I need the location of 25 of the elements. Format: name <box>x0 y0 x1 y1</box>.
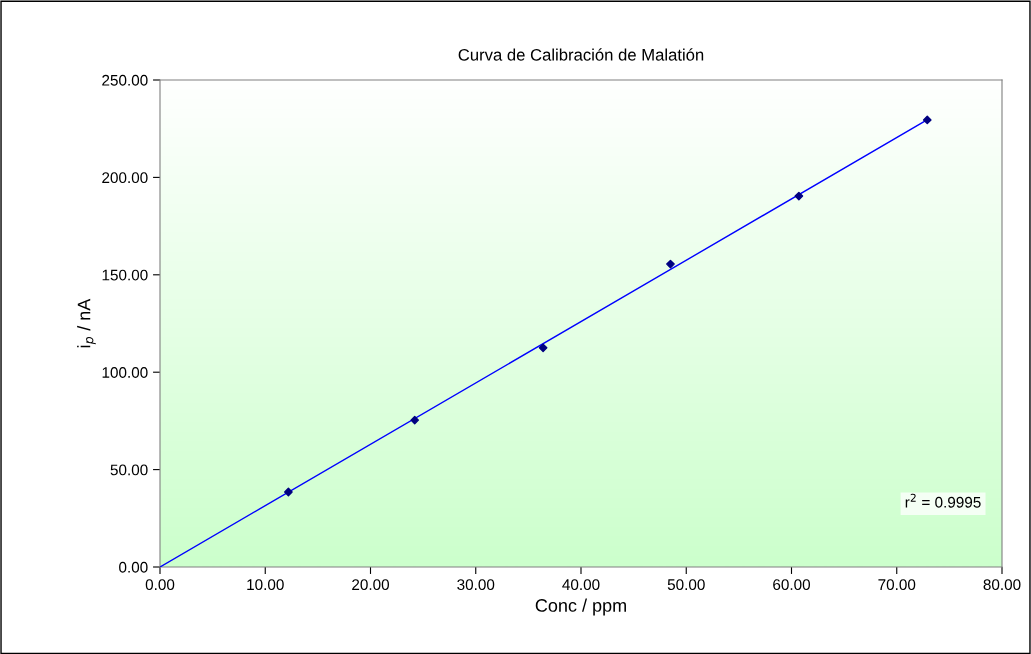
point <box>284 487 293 497</box>
x-tick-label: 10.00 <box>247 579 284 591</box>
y-tick-label: 150.00 <box>102 269 148 281</box>
y-axis-title: i$_{p}$ / nA <box>77 298 96 348</box>
x-tick-label: 80.00 <box>983 579 1021 591</box>
y-tick-label: 200.00 <box>102 172 148 184</box>
x-tick-label: 70.00 <box>878 579 916 591</box>
x-tick-label: 60.00 <box>773 579 811 591</box>
point <box>794 191 804 201</box>
x-axis-title: Conc / ppm <box>535 598 626 616</box>
x-tick-label: 30.00 <box>457 579 495 591</box>
y-tick-label: 250.00 <box>102 74 148 86</box>
point <box>410 415 420 425</box>
point <box>538 343 548 353</box>
y-tick-label: 50.00 <box>110 464 148 476</box>
point <box>922 115 932 125</box>
point <box>666 259 675 269</box>
x-tick-label: 20.00 <box>352 579 390 591</box>
x-tick-label: 50.00 <box>667 579 705 591</box>
x-tick-label: 0.00 <box>145 579 175 591</box>
y-tick-label: 100.00 <box>102 367 148 378</box>
y-tick-label: 0.00 <box>119 561 148 573</box>
chart-title: Curva de Calibración de Malatión <box>458 48 704 61</box>
annotation: r$^{2}$ = 0.9995 <box>905 493 981 508</box>
x-tick-label: 40.00 <box>562 579 600 591</box>
